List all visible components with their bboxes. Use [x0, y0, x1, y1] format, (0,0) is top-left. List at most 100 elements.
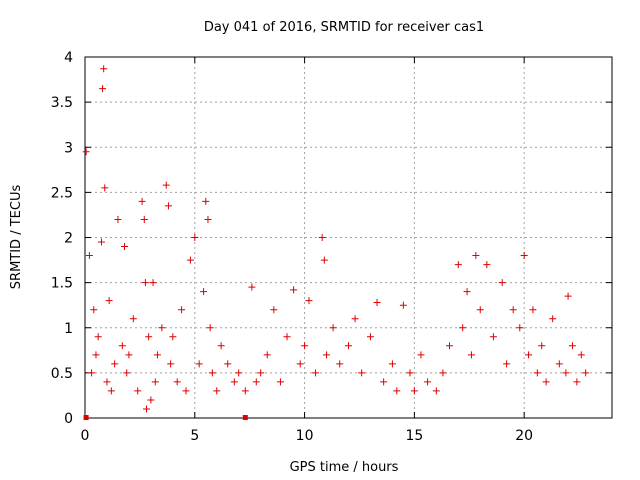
data-point — [276, 378, 284, 386]
data-point — [323, 351, 331, 359]
data-point — [562, 369, 570, 377]
data-point — [195, 360, 203, 368]
data-point — [301, 342, 309, 350]
data-point — [568, 342, 576, 350]
data-point — [263, 351, 271, 359]
plot-frame — [84, 56, 613, 419]
data-point — [336, 360, 344, 368]
y-tick-label: 0 — [64, 411, 73, 427]
data-point — [230, 378, 238, 386]
data-point — [140, 215, 148, 223]
data-point — [472, 252, 480, 260]
data-point — [533, 369, 541, 377]
data-point — [459, 324, 467, 332]
data-point — [463, 288, 471, 296]
data-point — [173, 378, 181, 386]
data-point — [101, 184, 109, 192]
data-point — [129, 315, 137, 323]
data-point — [167, 360, 175, 368]
data-point — [235, 369, 243, 377]
y-tick-label: 1.5 — [51, 276, 73, 292]
data-point — [270, 306, 278, 314]
data-point — [373, 298, 381, 306]
data-point — [111, 360, 119, 368]
data-point — [178, 306, 186, 314]
data-point — [483, 261, 491, 269]
y-axis-label: SRMTID / TECUs — [9, 185, 24, 290]
data-point — [248, 283, 256, 291]
data-point — [99, 85, 107, 93]
data-point — [121, 243, 129, 251]
data-point — [516, 324, 524, 332]
data-point — [213, 387, 221, 395]
data-point — [417, 351, 425, 359]
x-tick-label: 5 — [190, 428, 199, 444]
data-point — [312, 369, 320, 377]
data-point — [158, 324, 166, 332]
data-point — [446, 342, 454, 350]
data-point — [577, 351, 585, 359]
data-point — [182, 387, 190, 395]
data-point — [542, 378, 550, 386]
x-tick-label: 10 — [296, 428, 314, 444]
data-point — [290, 286, 298, 294]
data-point — [82, 148, 90, 156]
x-tick-label: 0 — [81, 428, 90, 444]
data-point — [217, 342, 225, 350]
data-point — [147, 396, 155, 404]
data-point — [186, 256, 194, 264]
data-point — [549, 315, 557, 323]
data-point — [467, 351, 475, 359]
data-point — [380, 378, 388, 386]
data-point — [454, 261, 462, 269]
y-tick-label: 1 — [64, 321, 73, 337]
data-point — [142, 405, 150, 413]
data-point — [208, 369, 216, 377]
data-point — [476, 306, 484, 314]
data-point — [509, 306, 517, 314]
data-point — [125, 351, 133, 359]
x-tick-label: 15 — [405, 428, 423, 444]
data-point — [149, 279, 157, 287]
data-point — [92, 351, 100, 359]
y-tick-label: 3.5 — [51, 95, 73, 111]
data-point — [305, 297, 313, 305]
data-point — [200, 288, 208, 296]
data-point — [97, 238, 105, 246]
data-point — [388, 360, 396, 368]
data-points — [82, 65, 590, 420]
data-point — [252, 378, 260, 386]
data-point — [85, 252, 93, 260]
data-point — [345, 342, 352, 350]
data-point — [103, 378, 111, 386]
data-point — [406, 369, 414, 377]
data-point — [105, 297, 113, 305]
missing-data-marker — [83, 415, 89, 420]
x-axis-label: GPS time / hours — [290, 460, 399, 475]
data-point — [141, 279, 149, 287]
data-point — [296, 360, 304, 368]
data-point — [318, 234, 326, 241]
data-point — [204, 215, 212, 223]
data-point — [351, 315, 359, 323]
data-point — [134, 387, 142, 395]
data-point — [439, 369, 447, 377]
data-point — [520, 252, 528, 260]
data-point — [241, 387, 249, 395]
data-point — [573, 378, 581, 386]
data-point — [90, 306, 98, 314]
x-tick-label: 20 — [515, 428, 533, 444]
data-point — [555, 360, 563, 368]
data-point — [503, 360, 511, 368]
data-point — [393, 387, 401, 395]
y-tick-label: 2 — [64, 231, 73, 247]
data-point — [329, 324, 337, 332]
data-point — [320, 256, 328, 264]
data-point — [424, 378, 432, 386]
data-point — [162, 181, 170, 189]
y-tick-label: 2.5 — [51, 185, 73, 201]
data-point — [224, 360, 232, 368]
data-point — [107, 387, 115, 395]
data-point — [138, 197, 146, 205]
